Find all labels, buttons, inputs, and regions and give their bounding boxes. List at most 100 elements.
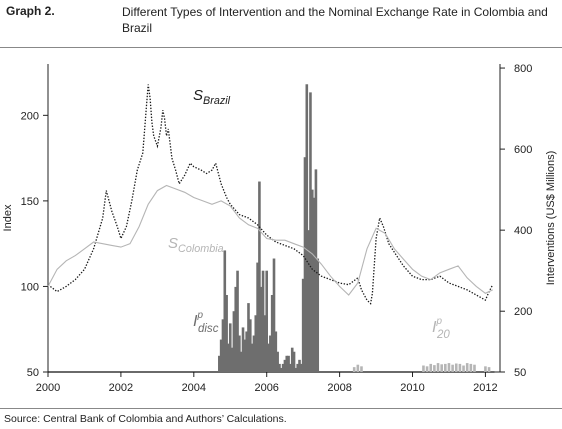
- disc-bar: [261, 270, 265, 372]
- disc-bar: [283, 359, 287, 372]
- colombia-series-label: SColombia: [168, 235, 224, 255]
- disc-label-sub: disc: [198, 323, 219, 335]
- x-tick-label: 2010: [400, 382, 424, 394]
- x-tick-label: 2006: [254, 382, 278, 394]
- disc-bar: [254, 315, 258, 372]
- y-tick-label: 100: [21, 281, 39, 293]
- disc-bar: [223, 250, 227, 372]
- top-rule: [0, 47, 562, 48]
- disc-bar: [259, 286, 263, 372]
- i20-bar: [469, 363, 473, 372]
- disc-bar: [238, 335, 241, 372]
- graph-number: Graph 2.: [6, 4, 55, 18]
- disc-bar: [263, 315, 267, 372]
- disc-bar: [307, 230, 310, 372]
- disc-bar: [269, 335, 272, 372]
- i20-bar: [473, 364, 476, 372]
- colombia-label-sub: Colombia: [178, 243, 224, 255]
- x-tick-label: 2004: [182, 382, 206, 394]
- disc-bar: [279, 367, 283, 372]
- disc-bar: [298, 359, 301, 372]
- disc-bars: [218, 84, 320, 373]
- i20-bar: [429, 363, 433, 372]
- disc-bar: [241, 327, 245, 372]
- y2-tick-label: 800: [514, 63, 532, 75]
- disc-series-label: Ip disc: [193, 310, 219, 335]
- disc-bar: [236, 270, 239, 372]
- i20-label-sup: p: [435, 316, 442, 327]
- disc-bar: [303, 157, 307, 372]
- i20-bar: [465, 363, 469, 372]
- disc-bar: [234, 286, 238, 372]
- disc-bar: [219, 339, 223, 372]
- disc-bar: [228, 323, 232, 372]
- y-tick-label: 150: [21, 196, 39, 208]
- disc-bar: [230, 347, 234, 372]
- disc-bar: [265, 270, 269, 372]
- i20-bars: [352, 363, 491, 372]
- disc-bar: [272, 258, 276, 372]
- i20-bar: [436, 363, 440, 372]
- disc-bar: [305, 84, 309, 373]
- disc-bar: [296, 363, 299, 372]
- i20-bar: [451, 364, 454, 372]
- brazil-label-main: S: [193, 87, 203, 104]
- i20-bar: [352, 367, 356, 372]
- disc-bar: [314, 169, 318, 372]
- disc-bar: [289, 363, 292, 372]
- brazil-series-label: SBrazil: [193, 87, 231, 107]
- y-tick-label: 200: [21, 110, 39, 122]
- disc-bar: [316, 258, 320, 372]
- disc-bar: [290, 347, 294, 372]
- disc-bar: [249, 319, 252, 372]
- i20-bar: [360, 366, 363, 372]
- i20-bar: [484, 366, 487, 372]
- disc-bar: [218, 355, 221, 372]
- disc-bar: [281, 363, 285, 372]
- disc-bar: [258, 181, 261, 372]
- i20-bar: [447, 363, 451, 372]
- y2-tick-label: 50: [514, 367, 526, 379]
- y2-tick-label: 600: [514, 144, 532, 156]
- disc-bar: [225, 295, 228, 372]
- disc-bar: [243, 339, 247, 372]
- x-tick-label: 2012: [473, 382, 497, 394]
- i20-bar: [433, 365, 436, 372]
- disc-bar: [312, 197, 316, 372]
- y2-tick-label: 200: [514, 306, 532, 318]
- disc-bar: [278, 363, 281, 372]
- i20-bar: [422, 365, 425, 372]
- disc-bar: [256, 262, 259, 372]
- disc-bar: [276, 351, 279, 372]
- disc-bar: [301, 278, 305, 372]
- x-tick-label: 2002: [109, 382, 133, 394]
- disc-bar: [310, 189, 314, 372]
- colombia-line: [47, 184, 493, 296]
- disc-label-main: I: [193, 313, 198, 330]
- i20-bar: [462, 365, 465, 372]
- disc-bar: [287, 355, 290, 372]
- disc-bar: [292, 351, 296, 372]
- disc-bar: [250, 343, 254, 372]
- disc-bar: [252, 335, 256, 372]
- y-axis-label: Index: [2, 204, 14, 231]
- i20-bar: [440, 364, 443, 372]
- x-tick-label: 2000: [36, 382, 60, 394]
- disc-bar: [239, 351, 243, 372]
- chart-title: Different Types of Intervention and the …: [122, 5, 548, 35]
- i20-bar: [444, 363, 447, 372]
- disc-bar: [221, 319, 225, 372]
- i20-bar: [458, 363, 462, 372]
- i20-bar: [487, 367, 491, 372]
- i20-series-label: Ip 20: [432, 316, 450, 341]
- disc-bar: [309, 92, 312, 373]
- i20-label-main: I: [432, 319, 437, 336]
- source-note: Source: Central Bank of Colombia and Aut…: [4, 413, 287, 425]
- disc-bar: [247, 303, 250, 372]
- disc-label-sup: p: [196, 310, 203, 321]
- i20-bar: [356, 364, 360, 372]
- disc-bar: [294, 367, 298, 372]
- i20-label-sub: 20: [436, 329, 450, 341]
- disc-bar: [227, 343, 230, 372]
